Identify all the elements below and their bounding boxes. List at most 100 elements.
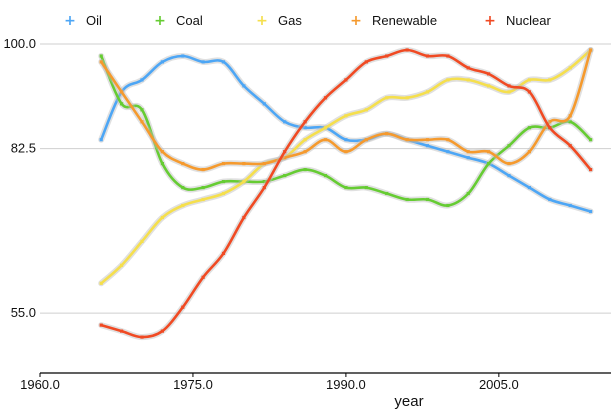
data-point-gas [487, 84, 491, 88]
data-point-gas [446, 78, 450, 82]
legend-marker-coal: + [154, 13, 166, 29]
data-point-coal [385, 191, 389, 196]
data-point-oil [568, 203, 572, 208]
data-point-gas [548, 78, 552, 82]
data-point-nuclear [181, 305, 185, 309]
data-point-oil [507, 174, 511, 178]
data-point-nuclear [344, 78, 348, 82]
series-gas [98, 47, 594, 287]
data-point-renewable [140, 120, 144, 124]
data-point-renewable [548, 120, 552, 124]
x-tick-label: 2005.0 [479, 377, 519, 392]
trend-line-nuclear [99, 48, 592, 339]
data-point-coal [140, 108, 144, 112]
data-point-gas [385, 96, 389, 100]
data-point-oil [527, 186, 531, 190]
data-point-renewable [487, 150, 491, 154]
data-point-nuclear [425, 54, 430, 58]
data-point-renewable [527, 150, 531, 154]
data-point-renewable [262, 162, 266, 166]
data-point-coal [527, 126, 531, 130]
x-tick-label: 1990.0 [326, 377, 366, 392]
data-point-nuclear [548, 126, 552, 130]
data-point-oil [181, 54, 185, 58]
series-layer [98, 46, 594, 341]
data-point-coal [364, 186, 368, 190]
data-point-oil [466, 156, 470, 160]
data-point-coal [487, 162, 491, 166]
x-tick-label: 1975.0 [173, 377, 213, 392]
legend-marker-oil: + [64, 13, 76, 29]
data-point-oil [242, 84, 246, 88]
data-point-oil [99, 138, 103, 142]
data-point-renewable [120, 90, 124, 94]
data-point-coal [221, 180, 226, 184]
data-point-gas [160, 215, 164, 220]
data-point-nuclear [568, 144, 572, 148]
data-point-nuclear [242, 215, 246, 220]
data-point-gas [242, 180, 246, 184]
data-point-nuclear [160, 329, 164, 333]
data-point-renewable [344, 150, 348, 154]
y-tick-label: 82.5 [11, 141, 36, 156]
data-point-coal [99, 54, 103, 58]
data-point-gas [99, 281, 103, 285]
data-point-nuclear [201, 275, 205, 279]
data-point-renewable [385, 132, 389, 136]
data-point-coal [201, 186, 205, 190]
data-point-gas [140, 239, 144, 243]
data-point-oil [548, 197, 552, 202]
data-point-coal [466, 191, 470, 196]
data-point-renewable [446, 138, 450, 142]
data-point-nuclear [364, 60, 368, 64]
x-tick-label: 1960.0 [20, 377, 60, 392]
x-axis-title: year [394, 393, 423, 410]
data-point-renewable [568, 114, 572, 118]
data-point-renewable [99, 60, 103, 64]
data-point-renewable [160, 150, 164, 154]
data-point-renewable [283, 156, 287, 160]
data-point-renewable [201, 168, 205, 172]
data-point-renewable [181, 162, 185, 166]
data-point-nuclear [323, 96, 328, 100]
data-point-gas [120, 263, 124, 267]
data-point-coal [303, 168, 307, 172]
y-tick-label: 100.0 [3, 36, 36, 51]
data-point-coal [262, 180, 266, 184]
legend-label-coal: Coal [176, 13, 203, 28]
data-point-nuclear [221, 251, 226, 255]
data-point-coal [283, 174, 287, 178]
data-point-nuclear [507, 84, 511, 88]
data-point-nuclear [303, 120, 307, 124]
data-point-gas [344, 114, 348, 118]
legend-marker-gas: + [256, 13, 268, 29]
data-point-oil [344, 138, 348, 142]
y-tick-label: 55.0 [11, 305, 36, 320]
data-point-nuclear [589, 168, 593, 172]
grid-layer: 55.0 82.5 100.0 [3, 36, 611, 320]
data-point-nuclear [466, 66, 470, 70]
data-point-coal [507, 144, 511, 148]
data-point-coal [323, 174, 328, 178]
data-point-renewable [242, 162, 246, 166]
data-point-renewable [507, 162, 511, 166]
data-point-gas [507, 90, 511, 94]
data-point-coal [446, 203, 450, 208]
data-point-gas [201, 197, 205, 202]
data-point-oil [303, 126, 307, 130]
data-point-gas [221, 191, 226, 196]
data-point-nuclear [283, 150, 287, 154]
axis-layer: year 1960.0 1975.0 1990.0 2005.0 [20, 372, 611, 410]
data-point-renewable [405, 138, 409, 142]
data-point-nuclear [99, 323, 103, 327]
data-point-nuclear [446, 54, 450, 58]
legend-label-oil: Oil [86, 13, 102, 28]
data-point-renewable [303, 150, 307, 154]
data-point-oil [221, 60, 226, 64]
legend-marker-nuclear: + [484, 13, 496, 29]
series-renewable [98, 47, 594, 173]
data-point-oil [262, 102, 266, 106]
series-nuclear [98, 46, 594, 341]
data-point-nuclear [262, 186, 266, 190]
